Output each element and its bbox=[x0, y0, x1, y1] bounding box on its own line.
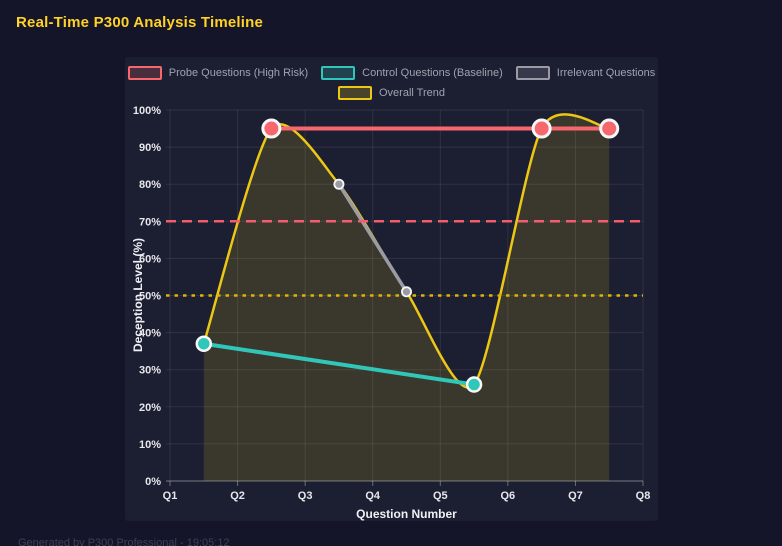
x-tick-label: Q6 bbox=[501, 490, 516, 502]
y-tick-label: 100% bbox=[133, 105, 161, 117]
legend-swatch bbox=[321, 66, 356, 80]
x-tick-label: Q1 bbox=[163, 490, 178, 502]
data-point[interactable] bbox=[599, 118, 620, 139]
legend-item[interactable]: Irrelevant Questions bbox=[515, 66, 656, 80]
y-tick-label: 60% bbox=[139, 253, 161, 265]
timeline-chart: Q1 Q2 Q3 Q4 Q5 Q6 Q7 Q8 0% 10% 20% 30% 40% 50% 60% 70% 8… bbox=[131, 105, 651, 521]
x-tick-label: Q2 bbox=[230, 490, 245, 502]
y-axis-title: Deception Level (%) bbox=[131, 238, 145, 352]
legend-label: Probe Questions (High Risk) bbox=[168, 67, 309, 79]
legend-label: Control Questions (Baseline) bbox=[362, 67, 503, 79]
footer-note: Generated by P300 Professional - 19:05:1… bbox=[18, 537, 230, 546]
chart-legend: Probe Questions (High Risk) Control Quest… bbox=[125, 66, 658, 100]
data-point[interactable] bbox=[531, 118, 552, 139]
data-point[interactable] bbox=[195, 335, 213, 352]
y-tick-label: 90% bbox=[139, 142, 161, 154]
chart-title: Real-Time P300 Analysis Timeline bbox=[16, 14, 264, 31]
legend-label: Overall Trend bbox=[378, 87, 446, 99]
legend-swatch bbox=[127, 66, 162, 80]
y-tick-label: 50% bbox=[139, 291, 161, 303]
x-tick-label: Q4 bbox=[365, 490, 381, 502]
chart-card: Probe Questions (High Risk) Control Quest… bbox=[125, 57, 658, 521]
x-tick-label: Q5 bbox=[433, 490, 448, 502]
y-tick-label: 20% bbox=[139, 402, 161, 414]
legend-item[interactable]: Control Questions (Baseline) bbox=[321, 66, 503, 80]
legend-swatch bbox=[515, 66, 550, 80]
y-tick-label: 40% bbox=[139, 328, 161, 340]
x-tick-label: Q8 bbox=[636, 490, 651, 502]
legend-row: Overall Trend bbox=[337, 86, 446, 100]
legend-row: Probe Questions (High Risk) Control Quest… bbox=[127, 66, 656, 80]
series-line bbox=[337, 182, 409, 294]
trend-area bbox=[203, 114, 610, 481]
legend-swatch bbox=[337, 86, 372, 100]
y-tick-label: 80% bbox=[139, 179, 161, 191]
data-point[interactable] bbox=[261, 118, 282, 139]
legend-label: Irrelevant Questions bbox=[556, 67, 656, 79]
x-tick-label: Q7 bbox=[568, 490, 583, 502]
data-point[interactable] bbox=[333, 178, 345, 190]
x-axis-title: Question Number bbox=[356, 507, 457, 521]
series-line bbox=[201, 341, 477, 387]
y-tick-label: 10% bbox=[139, 439, 161, 451]
data-point[interactable] bbox=[465, 376, 483, 393]
data-point[interactable] bbox=[400, 286, 412, 298]
y-tick-label: 0% bbox=[145, 476, 161, 488]
legend-item[interactable]: Probe Questions (High Risk) bbox=[127, 66, 309, 80]
legend-item[interactable]: Overall Trend bbox=[337, 86, 446, 100]
x-tick-label: Q3 bbox=[298, 490, 313, 502]
y-tick-label: 70% bbox=[139, 216, 161, 228]
y-tick-label: 30% bbox=[139, 365, 161, 377]
